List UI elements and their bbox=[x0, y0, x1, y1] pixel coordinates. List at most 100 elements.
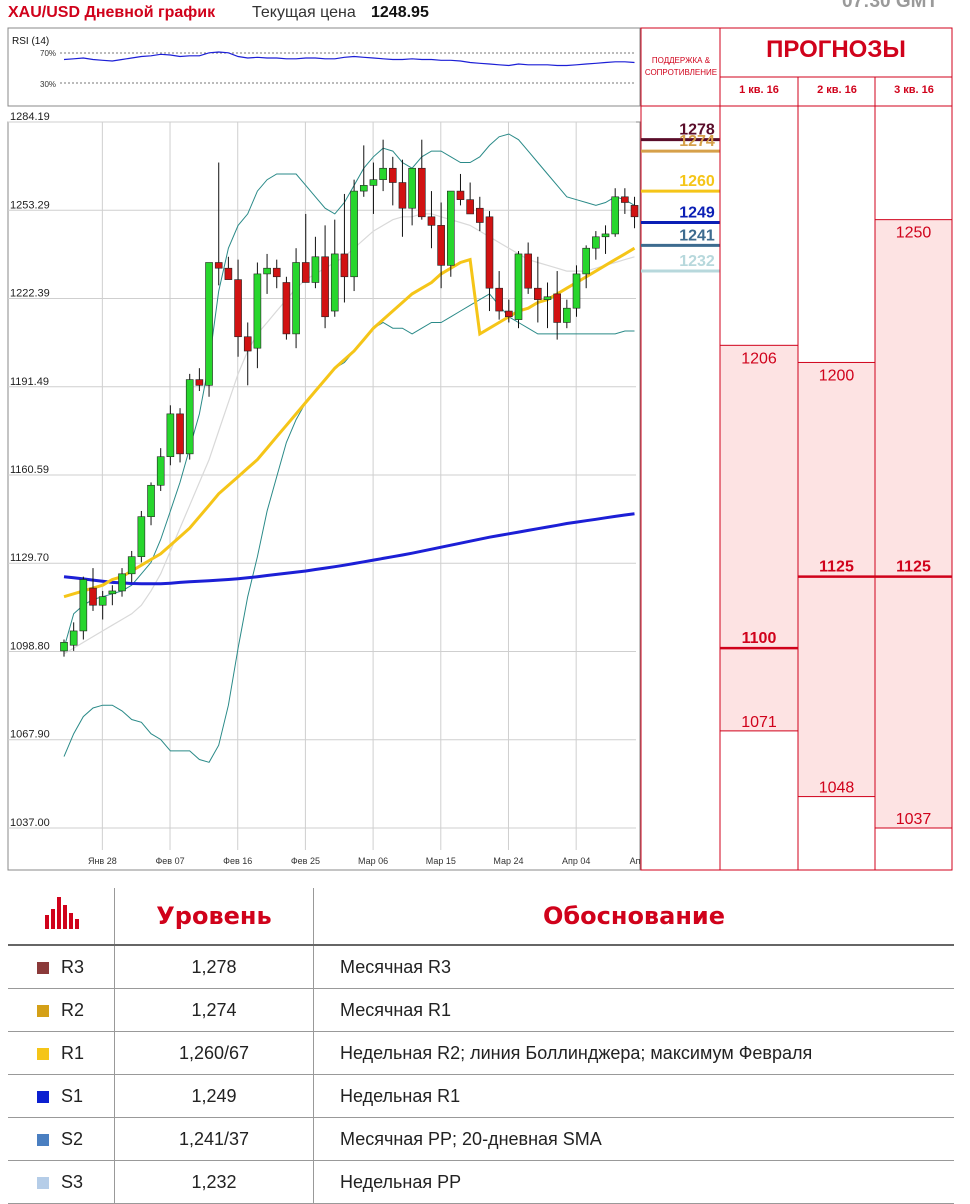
candle bbox=[505, 299, 513, 323]
candle bbox=[466, 182, 474, 215]
candle bbox=[456, 173, 465, 206]
candle bbox=[321, 225, 329, 329]
candle bbox=[118, 568, 126, 597]
table-row: S1 1,249 Недельная R1 bbox=[8, 1074, 954, 1118]
sr-level-label: 1260 bbox=[679, 173, 715, 190]
sr-level-label: 1278 bbox=[679, 122, 715, 139]
row-reason: Недельная R2; линия Боллинджера; максиму… bbox=[313, 1031, 954, 1075]
candle bbox=[572, 265, 581, 317]
row-reason: Недельная PP bbox=[313, 1160, 954, 1204]
candle-body bbox=[137, 516, 146, 557]
color-swatch bbox=[37, 1047, 49, 1060]
rsi-series bbox=[63, 51, 635, 67]
row-name: S1 bbox=[61, 1085, 84, 1106]
color-swatch bbox=[37, 1133, 49, 1146]
table-icon-cell bbox=[8, 888, 115, 946]
candle-body bbox=[272, 267, 281, 278]
sr-title: ПОДДЕРЖКА & СОПРОТИВЛЕНИЕ bbox=[644, 56, 718, 77]
row-name-cell: R1 bbox=[8, 1031, 115, 1075]
candle bbox=[69, 622, 78, 651]
candle bbox=[398, 159, 407, 237]
candle-body bbox=[234, 279, 242, 338]
sr-level-label: 1249 bbox=[679, 205, 715, 222]
candle-body bbox=[495, 287, 503, 312]
candle bbox=[243, 322, 252, 386]
candle bbox=[340, 193, 349, 303]
bollinger-upper-line bbox=[63, 133, 635, 649]
candle-body bbox=[485, 216, 494, 289]
candle bbox=[253, 262, 262, 369]
candle bbox=[611, 188, 619, 237]
row-name: R2 bbox=[61, 999, 85, 1020]
price-value: 1248.95 bbox=[371, 4, 429, 21]
rsi-line bbox=[63, 51, 635, 67]
candle bbox=[60, 639, 68, 657]
bollinger-middle-line bbox=[63, 213, 635, 655]
candle bbox=[98, 590, 107, 620]
row-reason: Месячная R3 bbox=[313, 945, 954, 989]
candle-body bbox=[311, 256, 320, 283]
candle bbox=[534, 256, 542, 323]
candle-body bbox=[176, 413, 184, 455]
chart-title: XAU/USD Дневной график bbox=[8, 4, 216, 21]
row-name: R1 bbox=[61, 1042, 85, 1063]
candle bbox=[263, 253, 271, 294]
candle-body bbox=[224, 267, 233, 280]
candle-body bbox=[601, 233, 610, 238]
candle-body bbox=[118, 573, 126, 592]
x-tick-label: Фев 16 bbox=[223, 856, 252, 866]
candle-body bbox=[427, 216, 436, 226]
candle bbox=[224, 256, 233, 280]
candle-body bbox=[388, 167, 397, 183]
candle-body bbox=[166, 413, 175, 458]
rsi-label: RSI (14) bbox=[12, 36, 49, 47]
row-name-cell: S1 bbox=[8, 1074, 115, 1118]
x-tick-label: Апр 04 bbox=[562, 856, 590, 866]
candle bbox=[292, 248, 300, 349]
price-panel bbox=[7, 121, 641, 871]
levels-header-row: Уровень Обоснование bbox=[8, 888, 954, 946]
candle bbox=[543, 282, 552, 329]
candle bbox=[369, 162, 378, 214]
candlestick-chart: RSI (14) 70% 30% 1284.19 1253.29 1222.39 11… bbox=[7, 27, 953, 871]
candle-body bbox=[108, 590, 117, 595]
candle-body bbox=[543, 296, 552, 300]
color-swatch bbox=[37, 1004, 49, 1017]
y-tick-label: 1037.00 bbox=[10, 817, 50, 829]
y-axis-ticks: 1284.19 1253.29 1222.39 1191.49 1160.59 1129.… bbox=[10, 111, 50, 829]
sr-level-label: 1232 bbox=[679, 253, 715, 270]
candle-body bbox=[369, 179, 378, 186]
candle-body bbox=[195, 379, 204, 386]
rsi-panel bbox=[7, 27, 641, 107]
forecast-high-label: 1250 bbox=[896, 225, 932, 242]
candle bbox=[350, 179, 358, 292]
candle-body bbox=[466, 199, 474, 215]
table-row: R3 1,278 Месячная R3 bbox=[8, 945, 954, 989]
candle-body bbox=[69, 630, 78, 646]
forecast-quarter-1: 1 кв. 16 bbox=[739, 84, 779, 96]
forecast-mid-label: 1100 bbox=[742, 630, 777, 647]
candle bbox=[147, 482, 155, 526]
candle bbox=[601, 225, 610, 254]
candle-body bbox=[185, 379, 194, 455]
x-axis-ticks: Янв 28 Фев 07 Фев 16 Фев 25 Мар 06 Мар 15 Мар … bbox=[88, 856, 658, 866]
candle-body bbox=[127, 556, 136, 575]
candle bbox=[79, 576, 88, 640]
forecast-quarter-3: 3 кв. 16 bbox=[894, 84, 934, 96]
rsi-30-label: 30% bbox=[40, 80, 56, 89]
candle-body bbox=[505, 310, 513, 318]
row-reason: Месячная PP; 20-дневная SMA bbox=[313, 1117, 954, 1161]
candle bbox=[485, 211, 494, 312]
color-swatch bbox=[37, 1176, 49, 1189]
candle-body bbox=[408, 167, 416, 209]
y-tick-label: 1191.49 bbox=[10, 376, 49, 388]
candle bbox=[185, 373, 194, 460]
y-tick-label: 1222.39 bbox=[10, 288, 50, 300]
candle bbox=[359, 145, 368, 197]
candle-body bbox=[282, 282, 291, 335]
candle-body bbox=[476, 207, 484, 223]
row-level: 1,241/37 bbox=[114, 1117, 314, 1161]
time-stamp: 07:30 GMT bbox=[842, 0, 939, 12]
candle-body bbox=[89, 587, 97, 606]
candle-body bbox=[263, 267, 271, 275]
